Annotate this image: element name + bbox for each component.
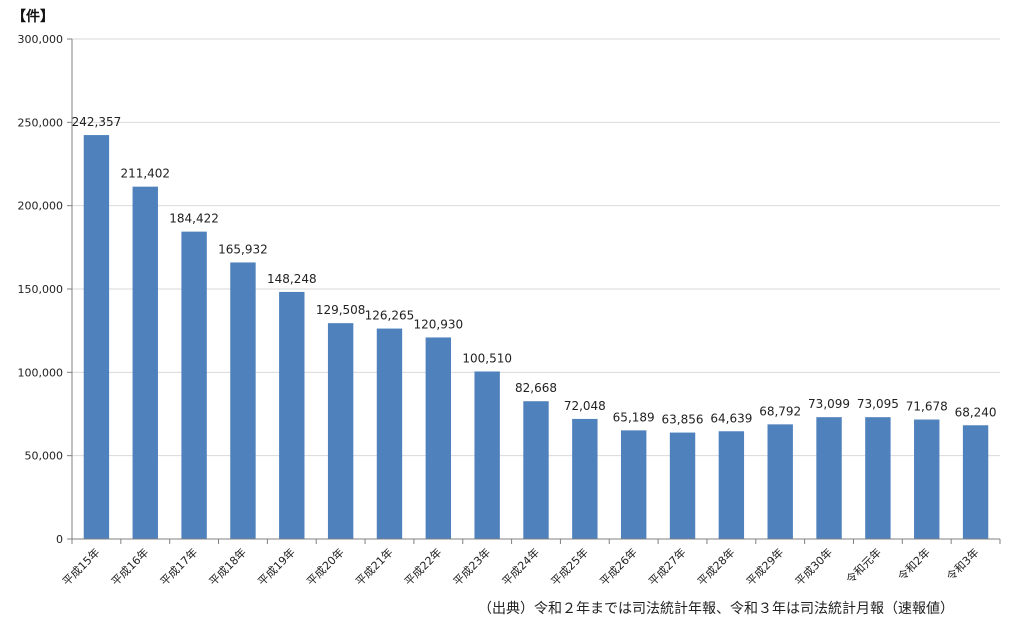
y-tick-label: 250,000 (18, 116, 64, 129)
bar (962, 425, 989, 539)
x-tick-label: 平成29年 (743, 545, 786, 588)
x-tick-label: 平成28年 (694, 545, 737, 588)
data-label: 82,668 (515, 381, 557, 395)
data-label: 64,639 (710, 411, 752, 425)
data-label: 100,510 (462, 351, 512, 365)
bar (474, 371, 500, 539)
data-label: 68,240 (955, 405, 997, 419)
data-label: 242,357 (72, 115, 122, 129)
x-tick-label: 平成15年 (59, 545, 102, 588)
data-label: 211,402 (120, 167, 170, 181)
y-tick-label: 100,000 (18, 366, 64, 379)
x-tick-label: 平成26年 (597, 545, 640, 588)
x-tick-label: 平成25年 (548, 545, 591, 588)
data-label: 129,508 (316, 303, 366, 317)
x-tick-label: 平成23年 (450, 545, 493, 588)
data-label: 73,095 (857, 397, 899, 411)
bar (230, 262, 256, 539)
bar (523, 401, 549, 539)
data-label: 165,932 (218, 242, 268, 256)
data-label: 71,678 (906, 400, 948, 414)
x-tick-label: 平成18年 (206, 545, 249, 588)
y-tick-label: 200,000 (18, 200, 64, 213)
x-tick-label: 平成30年 (792, 545, 835, 588)
gridlines (72, 38, 1000, 457)
x-tick-label: 平成22年 (401, 545, 444, 588)
data-label: 68,792 (759, 404, 801, 418)
bar (816, 417, 842, 539)
x-tick-label: 平成17年 (157, 545, 200, 588)
bar (620, 430, 647, 539)
y-unit-label: 【件】 (12, 9, 54, 25)
bar (83, 135, 110, 540)
data-label: 65,189 (613, 410, 655, 424)
data-label: 148,248 (267, 272, 317, 286)
bar (865, 417, 891, 539)
data-label: 63,856 (662, 413, 704, 427)
bar (327, 323, 354, 539)
x-tick-label: 令和元年 (843, 545, 884, 586)
bar (718, 431, 745, 539)
source-note: （出典）令和２年までは司法統計年報、令和３年は司法統計月報（速報値） (478, 601, 954, 617)
x-tick-label: 平成19年 (255, 545, 298, 588)
x-tick-label: 平成21年 (352, 545, 395, 588)
data-label: 120,930 (414, 317, 464, 331)
x-tick-label: 平成20年 (304, 545, 347, 588)
axes: 0 50,000 100,000 150,000 200,000 250,000 300,0… (18, 33, 1001, 588)
x-tick-label: 平成27年 (646, 545, 689, 588)
data-label: 73,099 (808, 397, 850, 411)
bars: 242,357 211,402 184,422 165,932 148,248 129,5… (72, 115, 997, 540)
bar (376, 328, 403, 539)
data-label: 72,048 (564, 399, 606, 413)
data-label: 126,265 (365, 309, 415, 323)
bar (669, 432, 696, 539)
bar (279, 291, 305, 539)
bar (425, 337, 452, 539)
y-tick-label: 300,000 (18, 33, 64, 46)
x-tick-label: 令和3年 (944, 545, 982, 583)
bar (181, 231, 207, 539)
bar (132, 186, 158, 539)
bar (914, 419, 940, 539)
y-tick-label: 50,000 (25, 450, 64, 463)
data-label: 184,422 (169, 212, 219, 226)
y-tick-label: 150,000 (18, 283, 64, 296)
bar (572, 418, 598, 539)
x-tick-label: 平成16年 (108, 545, 151, 588)
x-tick-label: 平成24年 (499, 545, 542, 588)
y-tick-label: 0 (56, 533, 63, 546)
x-tick-label: 令和2年 (895, 545, 933, 583)
bar (767, 424, 793, 539)
